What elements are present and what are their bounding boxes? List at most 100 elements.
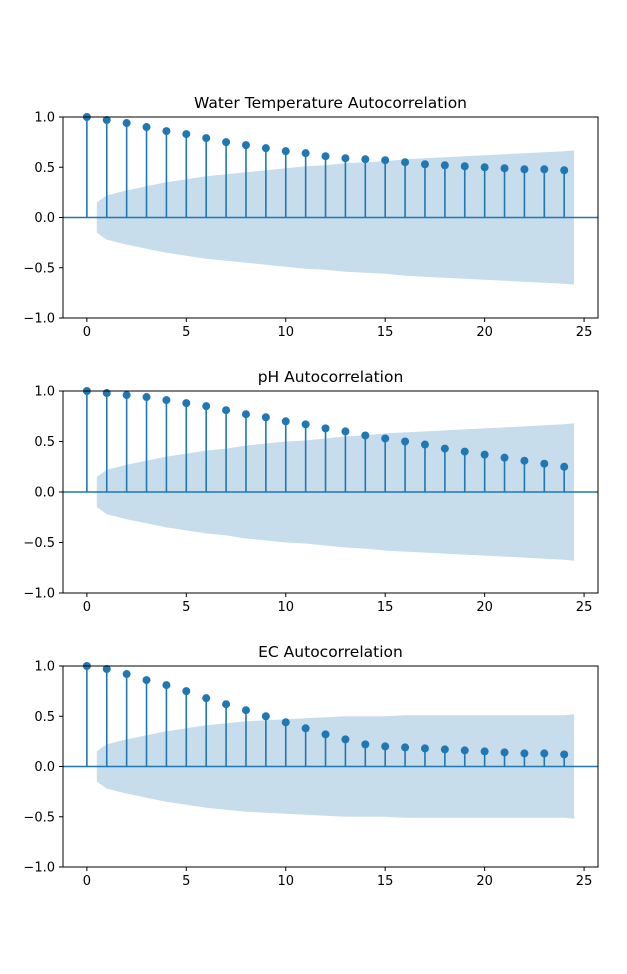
acf-point bbox=[440, 161, 449, 170]
acf-point bbox=[122, 119, 131, 128]
acf-point bbox=[182, 130, 191, 139]
acf-point bbox=[420, 744, 429, 753]
x-tick-label: 25 bbox=[576, 325, 593, 340]
x-tick-label: 5 bbox=[182, 874, 190, 889]
y-tick-label: −0.5 bbox=[23, 261, 55, 276]
chart-title: Water Temperature Autocorrelation bbox=[194, 94, 467, 112]
acf-point bbox=[102, 665, 111, 674]
acf-point bbox=[560, 462, 569, 471]
acf-point bbox=[162, 127, 171, 136]
acf-point bbox=[520, 456, 529, 465]
acf-point bbox=[182, 399, 191, 408]
acf-point bbox=[341, 427, 350, 436]
acf-point bbox=[241, 706, 250, 715]
acf-point bbox=[460, 162, 469, 171]
acf-point bbox=[142, 393, 151, 402]
y-tick-label: −1.0 bbox=[23, 312, 55, 327]
acf-point bbox=[500, 164, 509, 173]
acf-point bbox=[241, 141, 250, 150]
acf-point bbox=[341, 735, 350, 744]
acf-point bbox=[241, 410, 250, 419]
acf-point bbox=[440, 745, 449, 754]
x-tick-label: 10 bbox=[277, 600, 294, 615]
acf-point bbox=[222, 406, 231, 415]
y-tick-label: −0.5 bbox=[23, 810, 55, 825]
acf-point bbox=[381, 434, 390, 443]
acf-point bbox=[420, 440, 429, 449]
acf-point bbox=[520, 165, 529, 174]
acf-point bbox=[321, 424, 330, 433]
acf-point bbox=[480, 747, 489, 756]
y-tick-label: 1.0 bbox=[34, 385, 55, 400]
y-tick-label: 0.5 bbox=[34, 710, 55, 725]
acf-point bbox=[540, 165, 549, 174]
acf-point bbox=[500, 748, 509, 757]
ec-acf-panel: EC Autocorrelation 0 5 10 15 20 25 −1.0 −0.5 0.0… bbox=[23, 643, 599, 889]
acf-point bbox=[401, 743, 410, 752]
y-tick-label: 1.0 bbox=[34, 111, 55, 126]
x-tick-label: 0 bbox=[83, 600, 91, 615]
acf-point bbox=[480, 450, 489, 459]
ph-acf-panel: pH Autocorrelation 0 5 10 15 20 25 −1.0 −0.5 0.0… bbox=[23, 368, 599, 615]
y-tick-label: 0.0 bbox=[34, 760, 55, 775]
acf-point bbox=[361, 431, 370, 440]
acf-point bbox=[321, 730, 330, 739]
acf-point bbox=[520, 749, 529, 758]
x-tick-label: 5 bbox=[182, 600, 190, 615]
acf-point bbox=[281, 718, 290, 727]
acf-point bbox=[560, 166, 569, 175]
acf-point bbox=[281, 417, 290, 426]
acf-point bbox=[460, 447, 469, 456]
chart-title: EC Autocorrelation bbox=[258, 643, 403, 661]
acf-point bbox=[261, 413, 270, 422]
acf-point bbox=[500, 453, 509, 462]
y-tick-label: −0.5 bbox=[23, 536, 55, 551]
acf-point bbox=[301, 724, 310, 733]
acf-point bbox=[381, 742, 390, 751]
acf-point bbox=[560, 750, 569, 759]
acf-point bbox=[301, 420, 310, 429]
x-tick-label: 0 bbox=[83, 325, 91, 340]
acf-point bbox=[261, 712, 270, 721]
acf-point bbox=[440, 444, 449, 453]
x-tick-label: 15 bbox=[377, 600, 394, 615]
x-tick-label: 20 bbox=[476, 600, 493, 615]
acf-point bbox=[381, 156, 390, 165]
x-tick-label: 25 bbox=[576, 874, 593, 889]
acf-point bbox=[341, 154, 350, 163]
x-tick-label: 15 bbox=[377, 325, 394, 340]
acf-point bbox=[122, 670, 131, 679]
acf-point bbox=[261, 144, 270, 153]
acf-point bbox=[102, 389, 111, 398]
acf-point bbox=[361, 155, 370, 164]
x-tick-label: 10 bbox=[277, 325, 294, 340]
acf-point bbox=[281, 147, 290, 156]
acf-point bbox=[321, 152, 330, 161]
x-tick-label: 0 bbox=[83, 874, 91, 889]
y-tick-label: 0.0 bbox=[34, 211, 55, 226]
acf-point bbox=[540, 459, 549, 468]
y-tick-label: 0.5 bbox=[34, 435, 55, 450]
water-temperature-acf-panel: Water Temperature Autocorrelation 0 5 10 15… bbox=[23, 94, 599, 340]
acf-point bbox=[202, 694, 211, 703]
acf-point bbox=[222, 138, 231, 147]
acf-point bbox=[222, 700, 231, 709]
y-tick-label: 1.0 bbox=[34, 660, 55, 675]
x-tick-label: 25 bbox=[576, 600, 593, 615]
acf-point bbox=[202, 134, 211, 143]
chart-title: pH Autocorrelation bbox=[258, 368, 404, 386]
acf-point bbox=[122, 391, 131, 400]
acf-point bbox=[182, 687, 191, 696]
acf-point bbox=[401, 158, 410, 167]
acf-point bbox=[102, 116, 111, 125]
acf-point bbox=[420, 160, 429, 169]
acf-point bbox=[142, 676, 151, 685]
y-tick-label: 0.5 bbox=[34, 161, 55, 176]
x-tick-label: 5 bbox=[182, 325, 190, 340]
acf-point bbox=[202, 402, 211, 411]
y-tick-label: −1.0 bbox=[23, 587, 55, 602]
acf-point bbox=[401, 437, 410, 446]
acf-point bbox=[142, 123, 151, 132]
x-tick-label: 20 bbox=[476, 874, 493, 889]
acf-point bbox=[540, 749, 549, 758]
